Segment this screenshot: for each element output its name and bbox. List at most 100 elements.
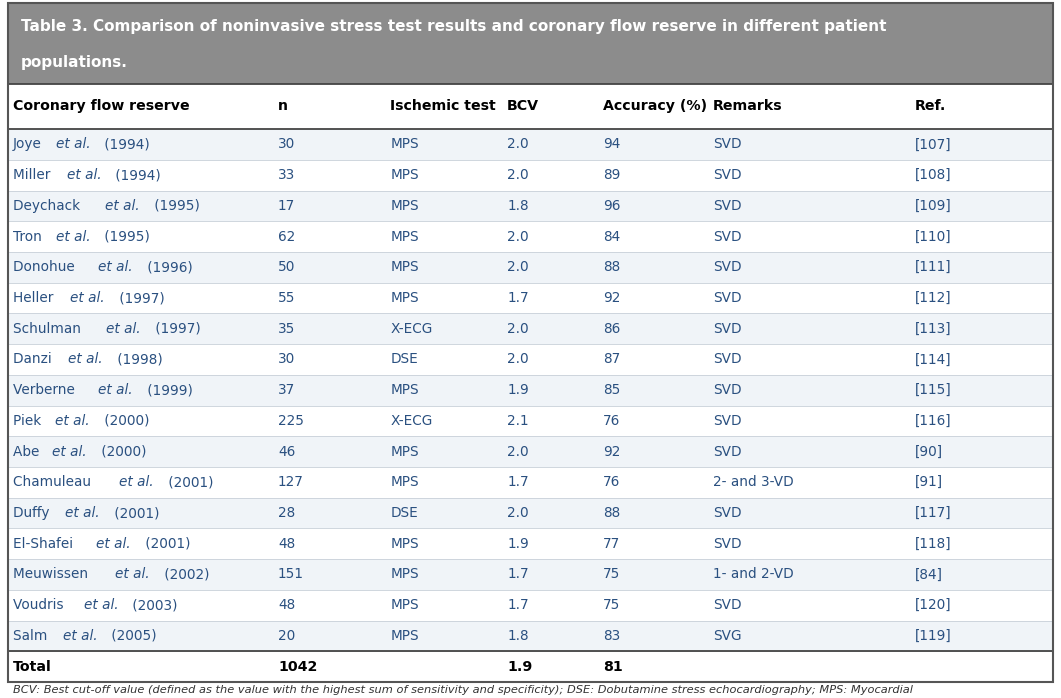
Text: 2.0: 2.0 xyxy=(507,168,528,182)
Text: [107]: [107] xyxy=(915,138,952,151)
Bar xyxy=(8,498,1053,528)
Text: 48: 48 xyxy=(278,537,295,551)
Text: [108]: [108] xyxy=(915,168,952,182)
Text: (1994): (1994) xyxy=(101,138,150,151)
Bar xyxy=(8,467,1053,498)
Text: X-ECG: X-ECG xyxy=(390,322,433,336)
Text: 76: 76 xyxy=(603,414,620,428)
Text: 50: 50 xyxy=(278,260,295,274)
Text: SVD: SVD xyxy=(713,506,742,520)
Text: 77: 77 xyxy=(603,537,620,551)
Text: Remarks: Remarks xyxy=(713,99,783,114)
Text: SVD: SVD xyxy=(713,199,742,213)
Bar xyxy=(8,84,1053,129)
Text: DSE: DSE xyxy=(390,506,418,520)
Text: 2- and 3-VD: 2- and 3-VD xyxy=(713,475,794,489)
Text: [112]: [112] xyxy=(915,291,952,305)
Text: 81: 81 xyxy=(603,660,623,674)
Text: MPS: MPS xyxy=(390,199,419,213)
Text: et al.: et al. xyxy=(105,199,140,213)
Text: 127: 127 xyxy=(278,475,303,489)
Text: Total: Total xyxy=(13,660,52,674)
Text: 1.8: 1.8 xyxy=(507,199,528,213)
Text: Accuracy (%): Accuracy (%) xyxy=(603,99,707,114)
Text: 86: 86 xyxy=(603,322,620,336)
Text: 87: 87 xyxy=(603,352,620,366)
Text: [119]: [119] xyxy=(915,629,952,643)
Text: Chamuleau: Chamuleau xyxy=(13,475,95,489)
Text: 46: 46 xyxy=(278,445,295,459)
Text: et al.: et al. xyxy=(52,445,87,459)
Text: 2.0: 2.0 xyxy=(507,260,528,274)
Text: 2.0: 2.0 xyxy=(507,230,528,244)
Text: 75: 75 xyxy=(603,598,620,612)
Text: 2.0: 2.0 xyxy=(507,506,528,520)
Text: Table 3. Comparison of noninvasive stress test results and coronary flow reserve: Table 3. Comparison of noninvasive stres… xyxy=(21,19,887,34)
Text: MPS: MPS xyxy=(390,230,419,244)
Text: MPS: MPS xyxy=(390,168,419,182)
Text: (2001): (2001) xyxy=(110,506,159,520)
Text: 62: 62 xyxy=(278,230,295,244)
Bar xyxy=(8,221,1053,252)
Text: MPS: MPS xyxy=(390,567,419,581)
Text: 35: 35 xyxy=(278,322,295,336)
Bar xyxy=(8,559,1053,590)
Text: 92: 92 xyxy=(603,291,620,305)
Text: et al.: et al. xyxy=(55,414,89,428)
Text: [84]: [84] xyxy=(915,567,942,581)
Text: MPS: MPS xyxy=(390,629,419,643)
Text: BCV: BCV xyxy=(507,99,539,114)
Text: (2001): (2001) xyxy=(141,537,190,551)
Text: 2.0: 2.0 xyxy=(507,322,528,336)
Text: (1995): (1995) xyxy=(101,230,151,244)
Text: 1.9: 1.9 xyxy=(507,537,528,551)
Text: 1.9: 1.9 xyxy=(507,383,528,397)
Bar xyxy=(8,3,1053,84)
Text: SVD: SVD xyxy=(713,598,742,612)
Text: El-Shafei: El-Shafei xyxy=(13,537,77,551)
Text: 48: 48 xyxy=(278,598,295,612)
Text: SVD: SVD xyxy=(713,291,742,305)
Text: [111]: [111] xyxy=(915,260,952,274)
Text: 85: 85 xyxy=(603,383,620,397)
Bar xyxy=(8,528,1053,559)
Text: [113]: [113] xyxy=(915,322,952,336)
Text: Miller: Miller xyxy=(13,168,54,182)
Text: 37: 37 xyxy=(278,383,295,397)
Text: et al.: et al. xyxy=(119,475,154,489)
Text: et al.: et al. xyxy=(116,567,150,581)
Text: et al.: et al. xyxy=(99,383,133,397)
Text: et al.: et al. xyxy=(95,537,131,551)
Bar xyxy=(8,313,1053,344)
Text: [90]: [90] xyxy=(915,445,943,459)
Text: Abe: Abe xyxy=(13,445,44,459)
Text: (2000): (2000) xyxy=(98,445,146,459)
Text: MPS: MPS xyxy=(390,138,419,151)
Text: n: n xyxy=(278,99,288,114)
Bar xyxy=(8,590,1053,621)
Text: 1.7: 1.7 xyxy=(507,598,528,612)
Text: 55: 55 xyxy=(278,291,295,305)
Text: SVD: SVD xyxy=(713,414,742,428)
Text: Voudris: Voudris xyxy=(13,598,68,612)
Text: 1.7: 1.7 xyxy=(507,291,528,305)
Text: MPS: MPS xyxy=(390,475,419,489)
Text: 1.8: 1.8 xyxy=(507,629,528,643)
Text: et al.: et al. xyxy=(55,230,90,244)
Text: (1997): (1997) xyxy=(116,291,164,305)
Text: 96: 96 xyxy=(603,199,620,213)
Text: [109]: [109] xyxy=(915,199,952,213)
Text: et al.: et al. xyxy=(84,598,119,612)
Text: Verberne: Verberne xyxy=(13,383,79,397)
Bar xyxy=(8,344,1053,375)
Text: 33: 33 xyxy=(278,168,295,182)
Text: (2003): (2003) xyxy=(128,598,178,612)
Bar xyxy=(8,191,1053,221)
Text: 30: 30 xyxy=(278,352,295,366)
Text: 28: 28 xyxy=(278,506,295,520)
Text: 2.0: 2.0 xyxy=(507,445,528,459)
Text: [114]: [114] xyxy=(915,352,952,366)
Text: et al.: et al. xyxy=(70,291,105,305)
Text: Piek: Piek xyxy=(13,414,46,428)
Text: MPS: MPS xyxy=(390,291,419,305)
